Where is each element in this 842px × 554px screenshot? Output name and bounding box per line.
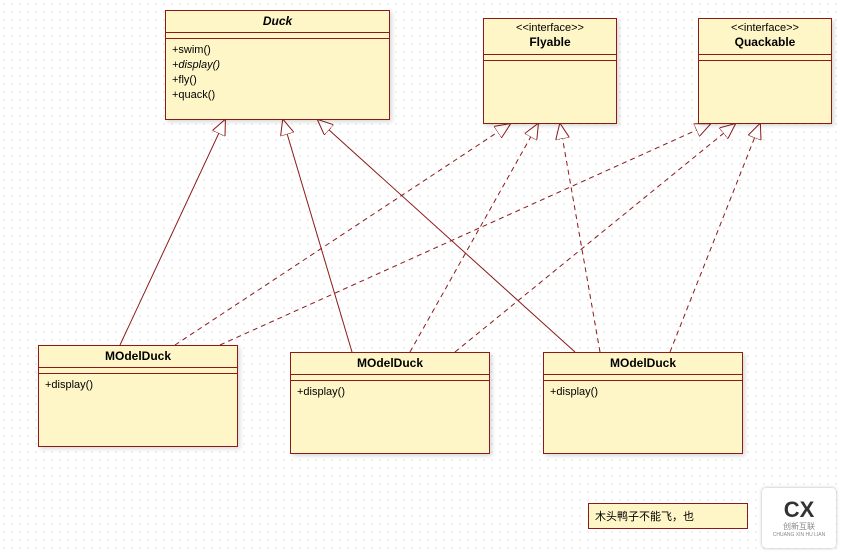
class-members: +display() <box>39 374 237 397</box>
realization-edge <box>670 124 760 352</box>
class-members: +swim() +display() +fly() +quack() <box>166 39 389 106</box>
class-members: +display() <box>544 381 742 404</box>
realization-edge <box>455 124 735 352</box>
generalization-edge <box>283 120 352 352</box>
class-modelduck-3: MOdelDuck +display() <box>543 352 743 454</box>
class-title: MOdelDuck <box>43 349 233 363</box>
stereotype-label: <<interface>> <box>703 22 827 35</box>
interface-quackable: <<interface>> Quackable <box>698 18 832 124</box>
class-title: MOdelDuck <box>295 356 485 370</box>
class-modelduck-1: MOdelDuck +display() <box>38 345 238 447</box>
class-title: Flyable <box>488 35 612 49</box>
interface-flyable: <<interface>> Flyable <box>483 18 617 124</box>
class-duck: Duck +swim() +display() +fly() +quack() <box>165 10 390 120</box>
realization-edge <box>175 124 510 345</box>
watermark-logo: CX 创新互联 CHUANG XIN HU LIAN <box>762 488 836 548</box>
generalization-edge <box>120 120 225 345</box>
diagram-note: 木头鸭子不能飞，也 <box>588 503 748 529</box>
stereotype-label: <<interface>> <box>488 22 612 35</box>
class-title: Duck <box>170 14 385 28</box>
realization-edge <box>220 124 710 345</box>
class-title: MOdelDuck <box>548 356 738 370</box>
realization-edge <box>410 124 538 352</box>
generalization-edge <box>318 120 575 352</box>
realization-edge <box>560 124 600 352</box>
class-members: +display() <box>291 381 489 404</box>
class-modelduck-2: MOdelDuck +display() <box>290 352 490 454</box>
class-title: Quackable <box>703 35 827 49</box>
